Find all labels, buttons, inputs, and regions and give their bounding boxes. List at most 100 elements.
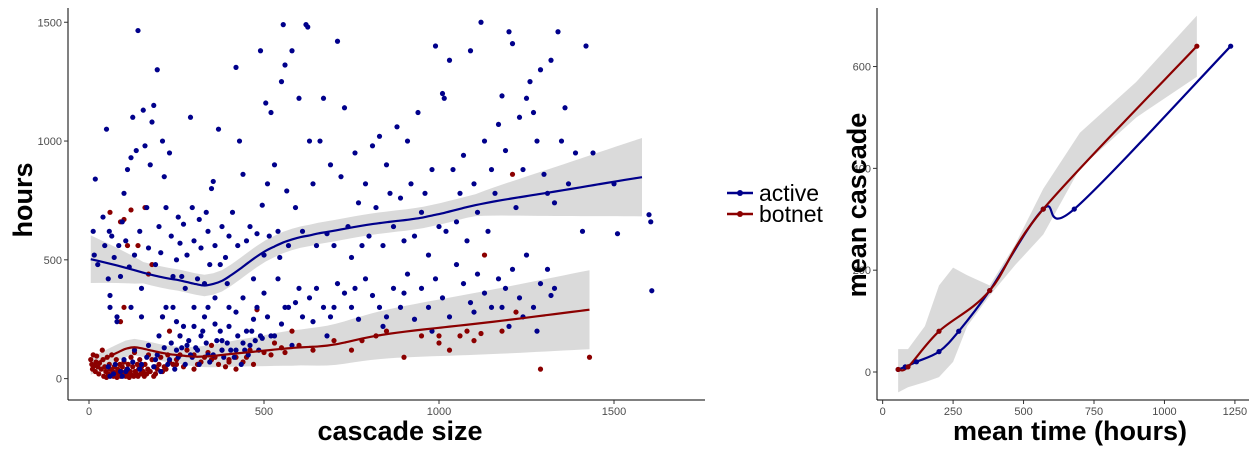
botnet-point bbox=[99, 347, 105, 353]
x-tick-label: 750 bbox=[1085, 406, 1103, 418]
active-point bbox=[173, 257, 180, 263]
active-point bbox=[116, 242, 122, 249]
active-point bbox=[541, 171, 547, 177]
active-point bbox=[222, 254, 229, 261]
active-point bbox=[649, 288, 655, 294]
botnet-point bbox=[147, 368, 153, 375]
active-point bbox=[226, 304, 232, 310]
active-point bbox=[506, 29, 512, 35]
active-point bbox=[180, 221, 187, 227]
active-point bbox=[565, 181, 572, 187]
x-tick-label: 500 bbox=[1014, 406, 1032, 418]
active-point bbox=[544, 266, 551, 272]
active-point bbox=[516, 114, 523, 120]
botnet-point bbox=[163, 366, 169, 372]
active-point bbox=[317, 138, 323, 144]
active-point bbox=[387, 190, 393, 196]
active-point bbox=[422, 190, 428, 196]
active-point bbox=[334, 280, 341, 287]
active-point bbox=[240, 340, 246, 346]
active-point bbox=[271, 162, 278, 168]
active-point bbox=[191, 238, 197, 244]
active-point bbox=[471, 181, 477, 187]
active-point bbox=[537, 280, 544, 287]
active-point bbox=[114, 319, 120, 325]
x-tick-label: 0 bbox=[880, 406, 886, 418]
active-point bbox=[481, 138, 488, 144]
active-point bbox=[215, 126, 222, 132]
active-point bbox=[158, 250, 164, 256]
active-point bbox=[450, 166, 456, 173]
active-point bbox=[166, 357, 173, 363]
active-point bbox=[224, 340, 230, 346]
active-point bbox=[551, 200, 558, 206]
tick-labels: 0 500 1000 1500 0 500 1000 1500 bbox=[38, 17, 627, 418]
active-point bbox=[165, 361, 171, 367]
active-point bbox=[380, 323, 386, 329]
legend-active-dot bbox=[737, 190, 743, 196]
active-point bbox=[102, 242, 108, 249]
active-point bbox=[394, 124, 400, 130]
active-point bbox=[359, 242, 365, 249]
botnet-point bbox=[128, 207, 134, 213]
active-point bbox=[464, 238, 470, 244]
active-point bbox=[117, 273, 124, 280]
active-point bbox=[324, 333, 330, 339]
active-point bbox=[439, 295, 446, 301]
active-point bbox=[124, 166, 131, 173]
active-point bbox=[224, 280, 230, 287]
active-point bbox=[130, 114, 136, 120]
active-point bbox=[436, 223, 442, 230]
active-point bbox=[509, 41, 516, 47]
active-point bbox=[305, 24, 311, 30]
active-point bbox=[238, 361, 244, 367]
active-point bbox=[485, 228, 491, 234]
active-point bbox=[341, 290, 348, 296]
active-point bbox=[159, 314, 166, 320]
active-point bbox=[106, 228, 112, 234]
active-point bbox=[217, 261, 223, 268]
active-point bbox=[446, 314, 453, 320]
active-point bbox=[170, 304, 176, 310]
active-point bbox=[268, 333, 274, 339]
botnet-point bbox=[1194, 43, 1200, 49]
active-point bbox=[240, 171, 246, 177]
active-point bbox=[555, 29, 561, 35]
active-point bbox=[362, 276, 369, 282]
botnet-point bbox=[936, 328, 942, 334]
botnet-point bbox=[331, 338, 337, 344]
active-point bbox=[502, 147, 509, 154]
active-point bbox=[147, 162, 153, 168]
active-point bbox=[460, 152, 467, 158]
active-point bbox=[457, 190, 463, 196]
active-point bbox=[523, 252, 530, 258]
botnet-point bbox=[107, 209, 113, 215]
active-point bbox=[250, 316, 257, 322]
active-point bbox=[184, 342, 190, 348]
active-point bbox=[280, 22, 286, 28]
active-point bbox=[133, 147, 139, 154]
active-point bbox=[187, 114, 194, 120]
active-point bbox=[306, 295, 313, 301]
active-point bbox=[245, 352, 251, 358]
active-point bbox=[154, 352, 160, 358]
y-tick-label: 0 bbox=[56, 374, 62, 386]
active-point bbox=[226, 323, 232, 329]
active-point bbox=[90, 228, 96, 234]
active-point bbox=[264, 181, 271, 187]
active-point bbox=[558, 138, 565, 144]
botnet-point bbox=[478, 330, 484, 337]
active-point bbox=[296, 95, 302, 101]
botnet-point bbox=[499, 328, 505, 334]
botnet-confidence-band bbox=[90, 270, 590, 375]
active-point bbox=[228, 347, 234, 353]
botnet-point bbox=[184, 347, 190, 353]
active-point bbox=[233, 347, 239, 353]
active-point bbox=[208, 185, 215, 192]
botnet-point bbox=[156, 361, 162, 367]
active-smooth-line bbox=[90, 176, 643, 287]
active-point bbox=[168, 340, 174, 346]
active-point bbox=[112, 361, 118, 367]
active-point bbox=[207, 261, 213, 268]
active-point bbox=[243, 328, 250, 334]
